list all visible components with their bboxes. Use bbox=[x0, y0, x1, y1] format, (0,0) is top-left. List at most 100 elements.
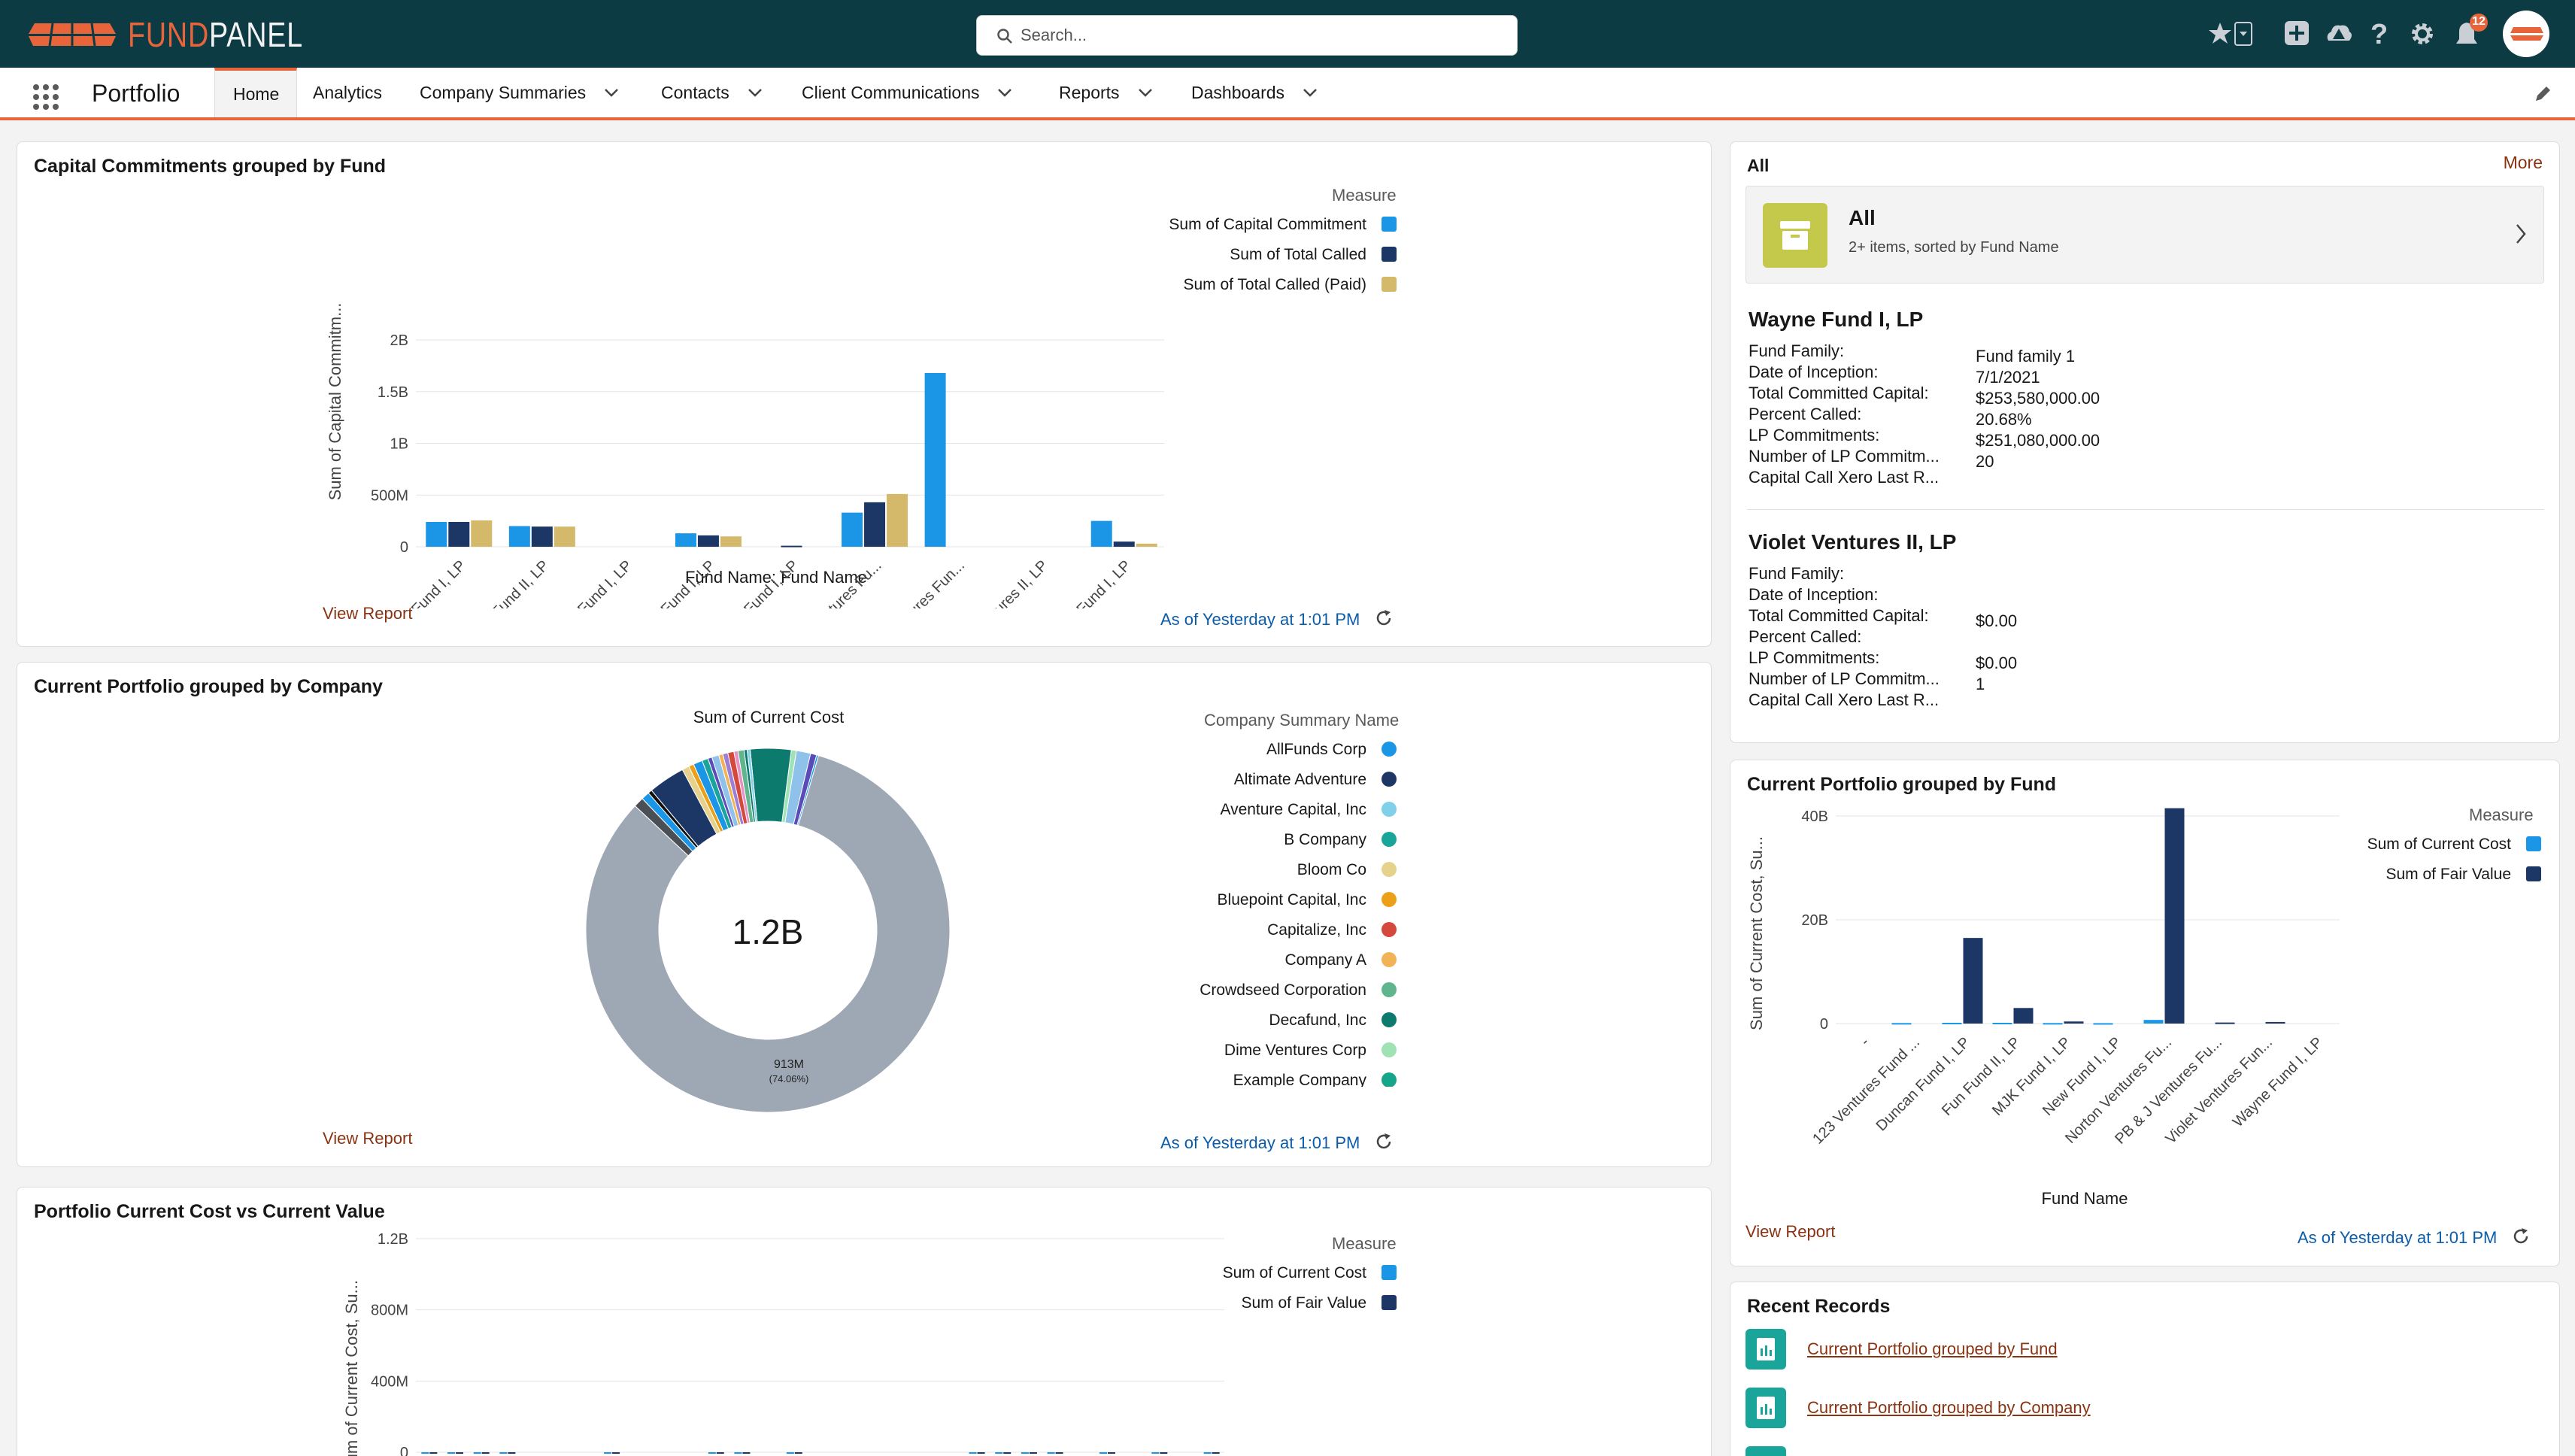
chart-bar[interactable] bbox=[1136, 543, 1157, 547]
current-cost-donut-chart[interactable]: Sum of Current Cost 1.2B 913M (74.06%) bbox=[544, 693, 995, 1129]
fundpanel-logo[interactable]: FUNDPANEL bbox=[27, 15, 341, 54]
refresh-icon[interactable] bbox=[1374, 608, 1394, 628]
current-portfolio-fund-chart[interactable]: Sum of Current Cost, Su... Fund Name 0 20… bbox=[1730, 760, 2362, 1227]
legend-item[interactable]: Decafund, Inc bbox=[1269, 1012, 1397, 1030]
chart-bar[interactable] bbox=[1021, 1452, 1029, 1454]
donut-slice[interactable] bbox=[641, 792, 697, 852]
legend-item[interactable]: Sum of Capital Commitment bbox=[1169, 216, 1397, 234]
chart-bar[interactable] bbox=[2064, 1021, 2084, 1024]
chart-bar[interactable] bbox=[716, 1452, 724, 1454]
tab-dashboards[interactable]: Dashboards bbox=[1173, 68, 1336, 117]
chart-bar[interactable] bbox=[697, 535, 719, 547]
legend-item[interactable]: AllFunds Corp bbox=[1266, 741, 1397, 759]
tab-reports[interactable]: Reports bbox=[1041, 68, 1171, 117]
chart-bar[interactable] bbox=[969, 1451, 977, 1454]
recent-record-item[interactable]: Current Portfolio grouped by Company bbox=[1745, 1388, 2091, 1428]
chevron-down-icon[interactable] bbox=[1138, 88, 1153, 97]
legend-item[interactable]: Company A bbox=[1284, 951, 1397, 969]
global-actions-plus-icon[interactable] bbox=[2283, 20, 2310, 47]
cost-vs-value-chart[interactable]: Sum of Current Cost, Su... 0 400M 800M 1.2B bbox=[17, 1188, 1251, 1456]
chart-bar[interactable] bbox=[429, 1452, 438, 1454]
chart-bar[interactable] bbox=[708, 1452, 716, 1454]
recent-record-link[interactable]: Current Portfolio grouped by Fund bbox=[1807, 1339, 2058, 1358]
record-name-link[interactable]: Wayne Fund I, LP bbox=[1749, 308, 1924, 331]
legend-item[interactable]: Sum of Total Called (Paid) bbox=[1183, 276, 1397, 294]
tab-company-summaries[interactable]: Company Summaries bbox=[402, 68, 637, 117]
donut-slice[interactable] bbox=[784, 750, 811, 825]
refresh-icon[interactable] bbox=[1374, 1132, 1394, 1151]
chart-bar[interactable] bbox=[1151, 1452, 1160, 1454]
chart-bar[interactable] bbox=[2143, 1020, 2164, 1024]
chart-bar[interactable] bbox=[421, 1452, 429, 1454]
donut-slice[interactable] bbox=[634, 798, 693, 857]
chart-bar[interactable] bbox=[887, 493, 908, 547]
record-name-link[interactable]: Violet Ventures II, LP bbox=[1749, 530, 1957, 554]
chevron-down-icon[interactable] bbox=[997, 88, 1012, 97]
chart-bar[interactable] bbox=[448, 522, 470, 547]
chart-bar[interactable] bbox=[2043, 1023, 2063, 1025]
chart-bar[interactable] bbox=[554, 526, 575, 547]
chart-bar[interactable] bbox=[481, 1452, 490, 1454]
chart-bar[interactable] bbox=[508, 526, 530, 548]
chart-bar[interactable] bbox=[1090, 520, 1112, 547]
help-icon[interactable]: ? bbox=[2367, 20, 2392, 48]
chart-bar[interactable] bbox=[1942, 1022, 1962, 1024]
chart-bar[interactable] bbox=[720, 536, 742, 547]
chart-bar[interactable] bbox=[794, 1452, 802, 1454]
chart-bar[interactable] bbox=[499, 1452, 508, 1454]
chart-bar[interactable] bbox=[675, 533, 696, 547]
chart-bar[interactable] bbox=[742, 1452, 751, 1454]
settings-gear-icon[interactable] bbox=[2408, 20, 2437, 48]
legend-item[interactable]: Example Company bbox=[1233, 1072, 1397, 1087]
chart-bar[interactable] bbox=[977, 1451, 985, 1454]
capital-commitments-chart[interactable]: Sum of Capital Commitm... Fund Name: Fun… bbox=[17, 142, 1190, 608]
legend-item[interactable]: Aventure Capital, Inc bbox=[1220, 801, 1397, 819]
chart-bar[interactable] bbox=[1113, 541, 1135, 547]
chart-bar[interactable] bbox=[2265, 1021, 2285, 1024]
chart-bar[interactable] bbox=[1160, 1452, 1168, 1454]
chart-bar[interactable] bbox=[2013, 1008, 2034, 1024]
chart-bar[interactable] bbox=[1029, 1452, 1037, 1454]
recent-record-item[interactable]: Current Portfolio grouped by Fund bbox=[1745, 1329, 2058, 1370]
donut-slice[interactable] bbox=[693, 760, 729, 832]
chart-bar[interactable] bbox=[456, 1452, 464, 1454]
legend-item[interactable]: B Company bbox=[1284, 831, 1397, 849]
chart-bar[interactable] bbox=[604, 1452, 612, 1454]
chart-bar[interactable] bbox=[2093, 1023, 2113, 1025]
refresh-icon[interactable] bbox=[2511, 1227, 2531, 1246]
chart-bar[interactable] bbox=[924, 373, 946, 547]
list-view-selector[interactable]: All 2+ items, sorted by Fund Name bbox=[1745, 186, 2544, 284]
tab-analytics[interactable]: Analytics bbox=[295, 68, 400, 117]
chart-bar[interactable] bbox=[2215, 1022, 2235, 1024]
chart-bar[interactable] bbox=[734, 1452, 742, 1454]
chart-bar[interactable] bbox=[842, 512, 863, 547]
legend-item[interactable]: Bloom Co bbox=[1297, 861, 1397, 879]
legend-item[interactable]: Crowdseed Corporation bbox=[1200, 981, 1397, 999]
chart-bar[interactable] bbox=[1963, 938, 1983, 1024]
recent-record-link[interactable]: Current Portfolio grouped by Company bbox=[1807, 1398, 2091, 1417]
donut-slice[interactable] bbox=[749, 748, 792, 823]
more-link[interactable]: More bbox=[2503, 153, 2543, 172]
chart-bar[interactable] bbox=[1099, 1452, 1107, 1454]
chart-bar[interactable] bbox=[473, 1452, 481, 1454]
chart-bar[interactable] bbox=[508, 1452, 516, 1454]
chart-bar[interactable] bbox=[1992, 1022, 2012, 1024]
chart-bar[interactable] bbox=[1107, 1452, 1115, 1454]
chart-bar[interactable] bbox=[471, 520, 493, 547]
legend-item[interactable]: Sum of Fair Value bbox=[1241, 1294, 1397, 1312]
chart-bar[interactable] bbox=[426, 522, 447, 547]
view-report-link[interactable]: View Report bbox=[323, 1129, 413, 1148]
edit-nav-pencil-icon[interactable] bbox=[2533, 84, 2552, 104]
view-report-link[interactable]: View Report bbox=[1745, 1222, 1836, 1241]
chart-bar[interactable] bbox=[864, 502, 886, 547]
trailhead-cloud-icon[interactable] bbox=[2324, 20, 2354, 47]
chart-bar[interactable] bbox=[1203, 1452, 1212, 1454]
chart-bar[interactable] bbox=[2164, 808, 2185, 1024]
chart-bar[interactable] bbox=[1003, 1452, 1011, 1454]
chart-bar[interactable] bbox=[531, 526, 553, 547]
legend-item[interactable]: Sum of Total Called bbox=[1230, 246, 1397, 264]
global-search-input[interactable]: Search... bbox=[976, 15, 1518, 56]
user-avatar[interactable] bbox=[2503, 11, 2549, 57]
chart-bar[interactable] bbox=[447, 1452, 456, 1454]
legend-item[interactable]: Sum of Fair Value bbox=[2385, 866, 2541, 884]
